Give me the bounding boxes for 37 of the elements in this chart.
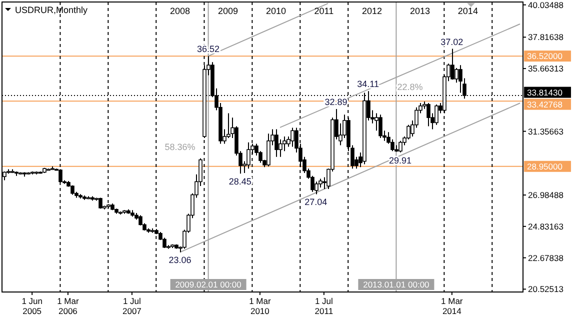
x2-tick-label: 2008 [170, 6, 190, 16]
annotation: 34.11 [357, 79, 380, 90]
y-tick-label: 24.83163 [528, 221, 564, 232]
x2-tick-label: 2010 [266, 6, 286, 16]
y-tick-label: 20.52513 [528, 284, 564, 294]
x2-tick-label: 2014 [458, 6, 478, 16]
x-tick-label: 1 Mar 2006 [57, 296, 79, 316]
x-tick-label: 1 Mar 2010 [249, 296, 271, 316]
y-tick-label: 22.67838 [528, 252, 564, 263]
ref-line-label: 28.95000 [527, 161, 563, 172]
annotation: 28.45 [228, 176, 252, 187]
x-tick-label: 1 Jul 2011 [314, 296, 334, 316]
annotation: 37.02 [440, 36, 464, 47]
annotation: 22.8% [397, 82, 423, 92]
y-tick-label: 26.98488 [528, 190, 564, 200]
ref-line-label: 2009.02.01 00:00 [175, 279, 242, 290]
x-tick-label: 1 Jul 2007 [122, 296, 142, 316]
x2-tick-label: 2011 [314, 6, 334, 16]
ref-line-label: 33.81430 [527, 87, 563, 98]
annotation: 23.06 [168, 255, 192, 266]
x2-tick-label: 2012 [362, 6, 382, 16]
x2-tick-label: 2013 [410, 6, 430, 16]
x-tick-label: 1 Jun 2005 [22, 296, 43, 316]
annotation: 58.36% [164, 142, 196, 152]
y-tick-label: 35.66313 [528, 64, 564, 74]
y-tick-label: 40.03488 [528, 0, 564, 10]
x-tick-label: 1 Mar 2014 [441, 296, 463, 316]
chart-title: USDRUR,Monthly [15, 5, 88, 15]
ref-line-label: 36.52000 [527, 51, 563, 62]
x2-tick-label: 2009 [218, 6, 238, 16]
annotation: 27.04 [304, 197, 328, 208]
ref-line-label: 2013.01.01 00:00 [363, 279, 430, 290]
annotation: 29.91 [389, 155, 412, 166]
y-tick-label: 31.35663 [528, 126, 564, 136]
annotation: 36.52 [197, 44, 220, 54]
y-tick-label: 37.81638 [528, 32, 564, 42]
ref-line-label: 33.42768 [527, 99, 563, 110]
